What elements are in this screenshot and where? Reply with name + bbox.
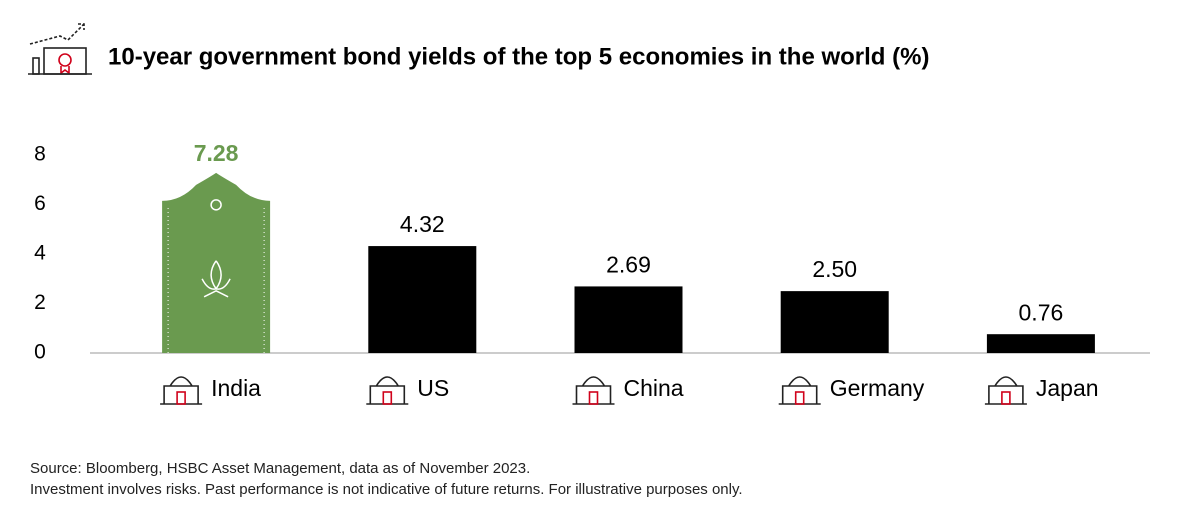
category-icon xyxy=(176,391,186,405)
x-tick-label: Japan xyxy=(1036,375,1099,401)
bar-ornament xyxy=(210,199,222,211)
bar-ornament xyxy=(201,260,231,298)
bar-ornament xyxy=(167,206,265,353)
x-tick-label: US xyxy=(417,375,449,401)
x-tick-label: India xyxy=(211,375,261,401)
title-icon xyxy=(28,23,92,75)
chart-title: 10-year government bond yields of the to… xyxy=(108,43,929,70)
value-label: 2.50 xyxy=(812,256,857,282)
value-label: 0.76 xyxy=(1019,299,1064,325)
category-icon xyxy=(794,391,805,405)
bar xyxy=(368,246,477,353)
bar xyxy=(986,334,1095,353)
bar xyxy=(162,172,271,353)
category-icon xyxy=(572,376,615,405)
category-icon xyxy=(382,391,393,405)
category-icon xyxy=(1001,391,1011,405)
category-icon xyxy=(160,376,203,405)
category-icon xyxy=(984,376,1027,405)
value-label: 2.69 xyxy=(606,252,651,278)
value-label: 7.28 xyxy=(194,140,239,166)
x-tick-label: Germany xyxy=(830,375,925,401)
value-label: 4.32 xyxy=(400,211,445,237)
bar xyxy=(780,291,889,353)
category-icon xyxy=(778,376,821,405)
y-tick-label: 4 xyxy=(34,242,46,265)
y-tick-label: 8 xyxy=(34,143,46,166)
x-tick-label: China xyxy=(624,375,684,401)
y-tick-label: 6 xyxy=(34,192,46,215)
category-icon xyxy=(366,376,409,405)
y-tick-label: 0 xyxy=(34,341,46,364)
y-tick-label: 2 xyxy=(34,291,46,314)
bar xyxy=(574,286,683,353)
footnote: Source: Bloomberg, HSBC Asset Management… xyxy=(30,460,530,477)
category-icon xyxy=(588,391,599,405)
footnote: Investment involves risks. Past performa… xyxy=(30,481,743,498)
